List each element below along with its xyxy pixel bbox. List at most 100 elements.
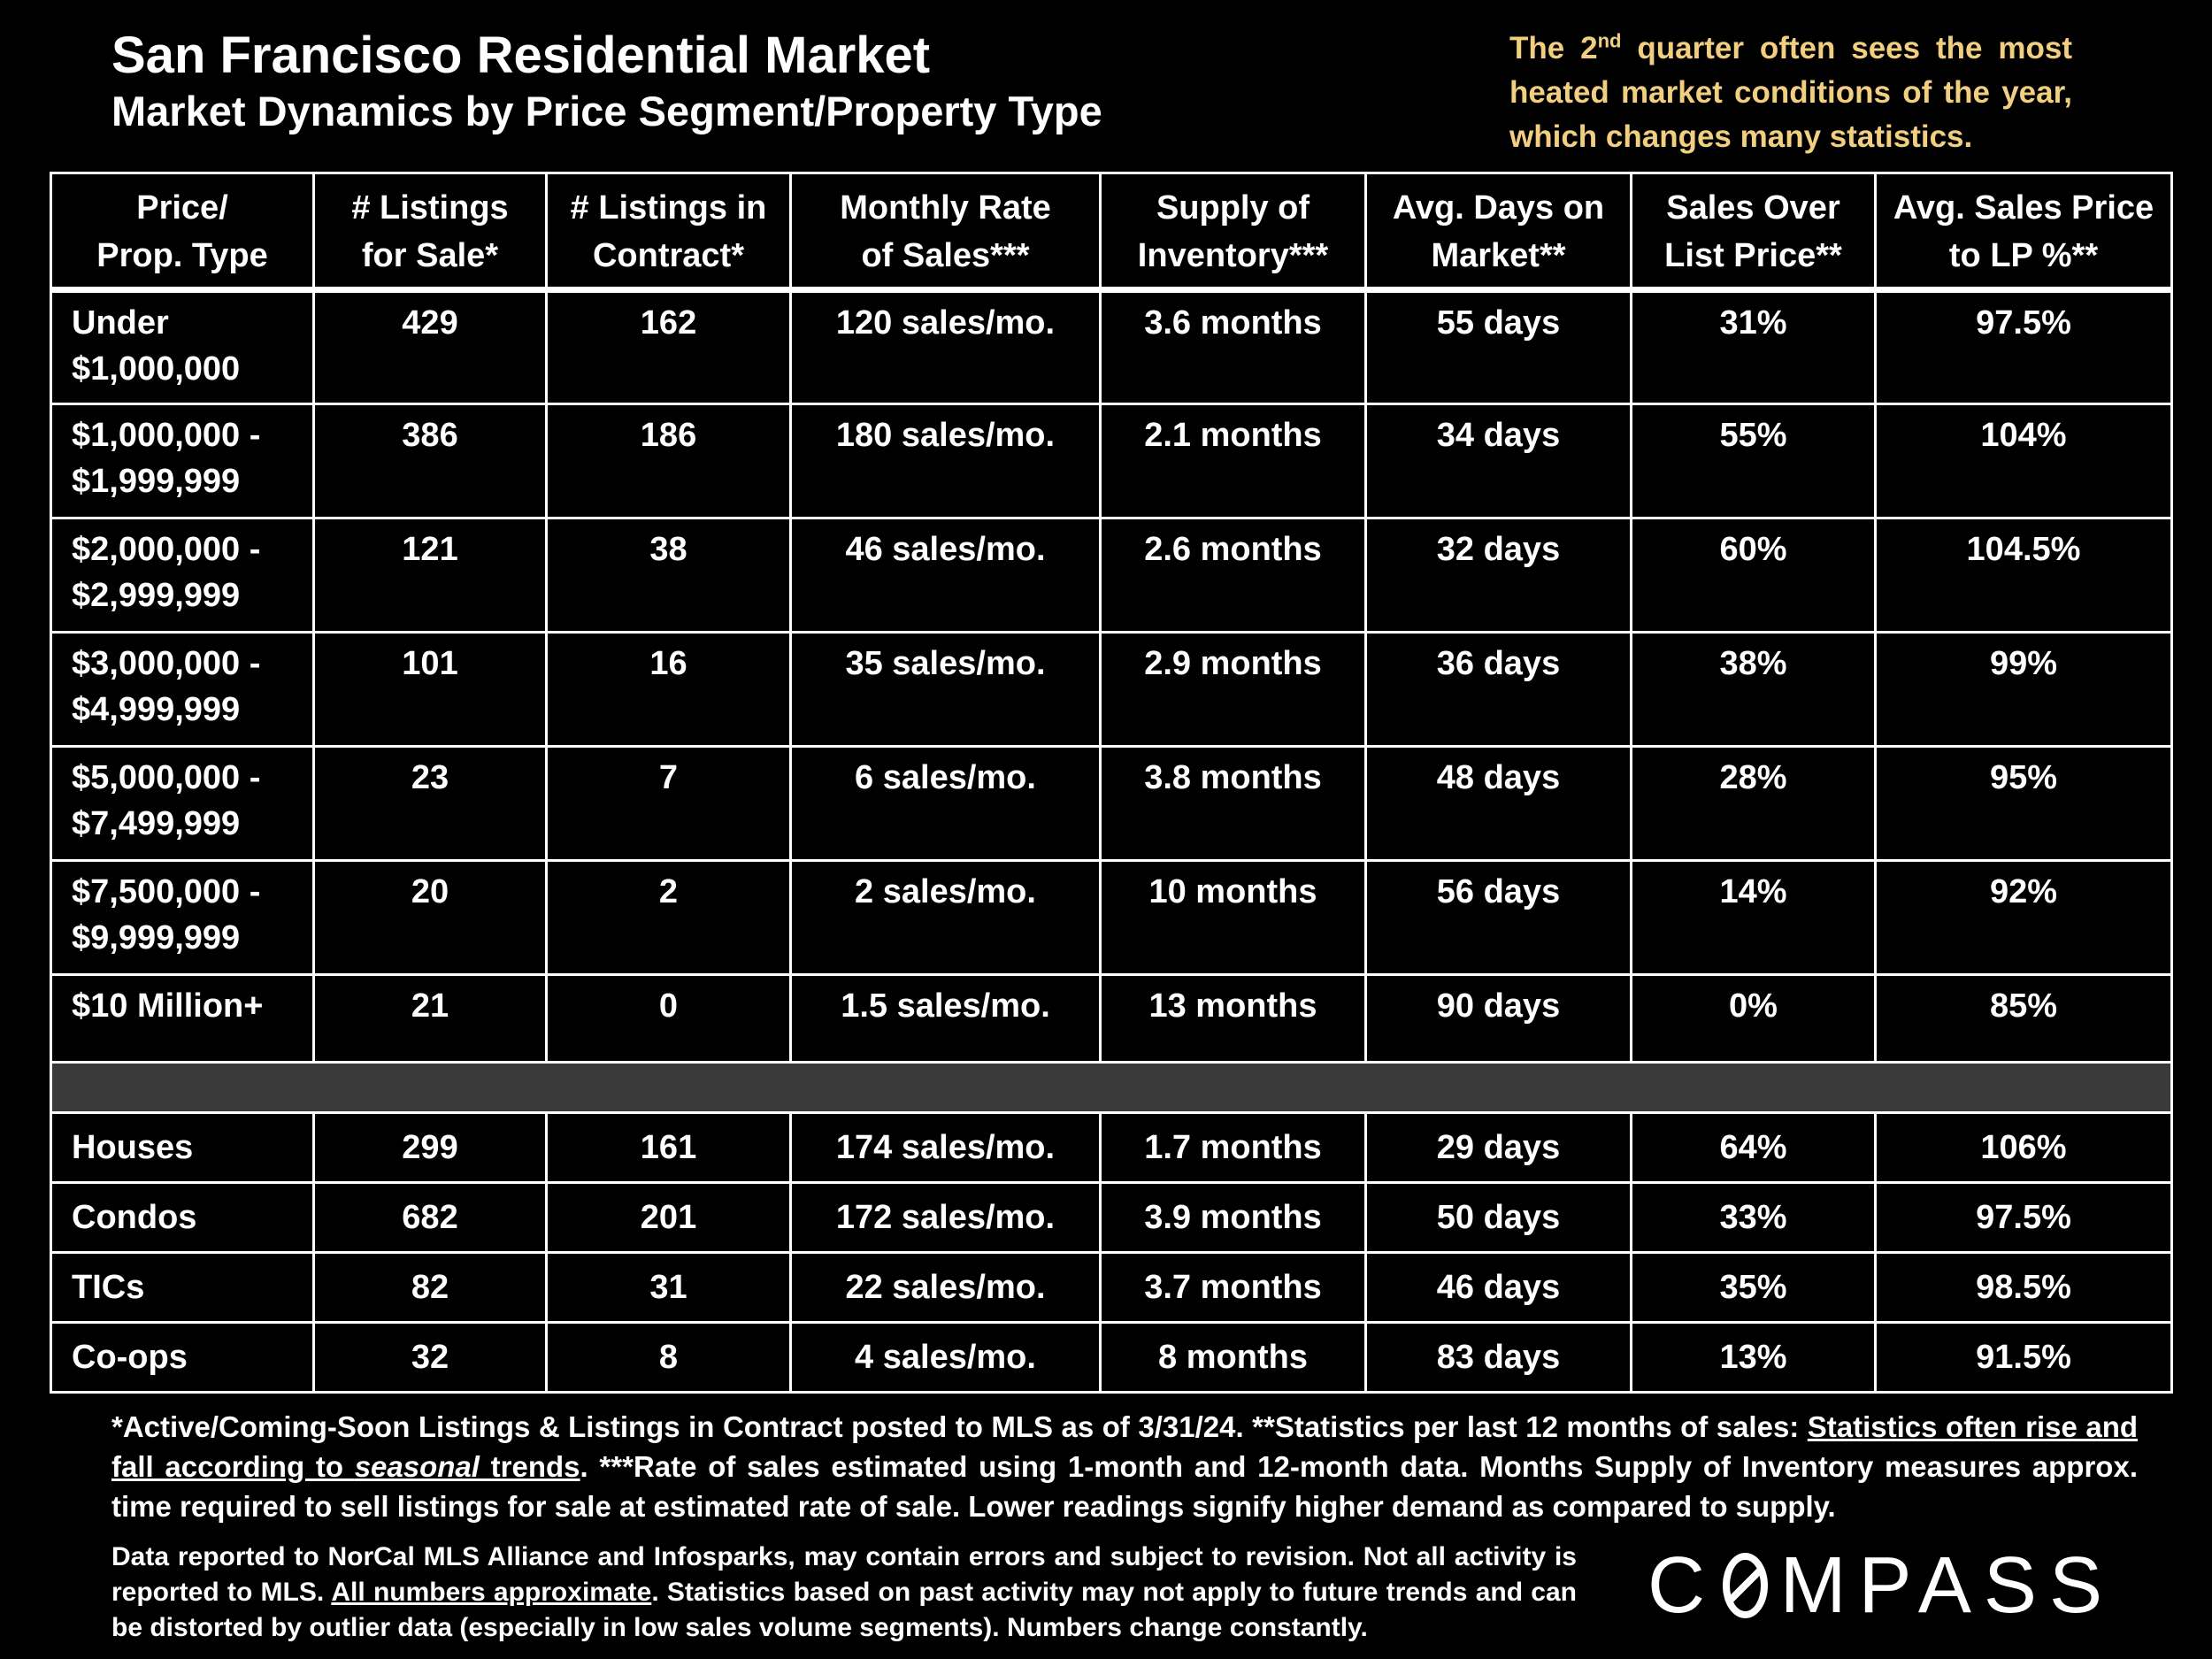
cell-supply: 2.9 months — [1099, 631, 1367, 748]
cell-listings: 82 — [312, 1251, 548, 1324]
price-segment-label: $10 Million+ — [50, 973, 315, 1064]
cell-rate: 120 sales/mo. — [789, 288, 1102, 405]
cell-sp-lp: 104.5% — [1874, 517, 2173, 634]
page-subtitle: Market Dynamics by Price Segment/Propert… — [111, 88, 1102, 134]
cell-rate: 172 sales/mo. — [789, 1181, 1102, 1254]
cell-contract: 186 — [545, 403, 792, 519]
cell-supply: 2.6 months — [1099, 517, 1367, 634]
cell-listings: 23 — [312, 745, 548, 862]
cell-supply: 3.7 months — [1099, 1251, 1367, 1324]
column-header: Supply of Inventory*** — [1099, 172, 1367, 293]
page-title: San Francisco Residential Market — [111, 27, 931, 84]
cell-over-list: 28% — [1630, 745, 1877, 862]
cell-rate: 1.5 sales/mo. — [789, 973, 1102, 1064]
cell-dom: 32 days — [1364, 517, 1632, 634]
table-row: $3,000,000 - $4,999,999 101 16 35 sales/mo. 2… — [50, 631, 2173, 748]
table-row: $2,000,000 - $2,999,999 121 38 46 sales/mo. 2… — [50, 517, 2173, 634]
cell-contract: 16 — [545, 631, 792, 748]
cell-listings: 32 — [312, 1321, 548, 1394]
cell-supply: 2.1 months — [1099, 403, 1367, 519]
table-row: TICs 82 31 22 sales/mo. 3.7 months 46 days 35%… — [50, 1251, 2173, 1324]
price-segment-label: $5,000,000 - $7,499,999 — [50, 745, 315, 862]
cell-listings: 299 — [312, 1111, 548, 1184]
column-header: # Listings in Contract* — [545, 172, 792, 293]
cell-supply: 10 months — [1099, 859, 1367, 976]
cell-listings: 429 — [312, 288, 548, 405]
cell-dom: 56 days — [1364, 859, 1632, 976]
cell-dom: 83 days — [1364, 1321, 1632, 1394]
market-dynamics-table: Price/Prop. Type # Listings for Sale* # Lis… — [50, 172, 2173, 1394]
cell-listings: 21 — [312, 973, 548, 1064]
cell-over-list: 35% — [1630, 1251, 1877, 1324]
cell-contract: 201 — [545, 1181, 792, 1254]
cell-supply: 13 months — [1099, 973, 1367, 1064]
table-header-row: Price/Prop. Type # Listings for Sale* # Lis… — [50, 172, 2173, 293]
cell-dom: 29 days — [1364, 1111, 1632, 1184]
table-row: $10 Million+ 21 0 1.5 sales/mo. 13 months 90 … — [50, 973, 2173, 1064]
cell-sp-lp: 104% — [1874, 403, 2173, 519]
table-row: Co-ops 32 8 4 sales/mo. 8 months 83 days 13% 91… — [50, 1321, 2173, 1394]
cell-rate: 6 sales/mo. — [789, 745, 1102, 862]
cell-over-list: 31% — [1630, 288, 1877, 405]
cell-contract: 2 — [545, 859, 792, 976]
cell-rate: 174 sales/mo. — [789, 1111, 1102, 1184]
property-type-label: Houses — [50, 1111, 315, 1184]
property-type-label: Condos — [50, 1181, 315, 1254]
cell-contract: 31 — [545, 1251, 792, 1324]
cell-dom: 50 days — [1364, 1181, 1632, 1254]
cell-contract: 162 — [545, 288, 792, 405]
cell-contract: 7 — [545, 745, 792, 862]
table-separator-row — [50, 1061, 2173, 1114]
cell-dom: 36 days — [1364, 631, 1632, 748]
cell-supply: 3.9 months — [1099, 1181, 1367, 1254]
cell-rate: 2 sales/mo. — [789, 859, 1102, 976]
cell-sp-lp: 97.5% — [1874, 1181, 2173, 1254]
cell-listings: 101 — [312, 631, 548, 748]
cell-sp-lp: 85% — [1874, 973, 2173, 1064]
cell-sp-lp: 99% — [1874, 631, 2173, 748]
cell-rate: 35 sales/mo. — [789, 631, 1102, 748]
cell-over-list: 64% — [1630, 1111, 1877, 1184]
property-type-label: Co-ops — [50, 1321, 315, 1394]
column-header: Sales Over List Price** — [1630, 172, 1877, 293]
table-row: Under $1,000,000 429 162 120 sales/mo. 3.6 mo… — [50, 288, 2173, 405]
cell-over-list: 55% — [1630, 403, 1877, 519]
table-row: $1,000,000 - $1,999,999 386 186 180 sales/mo… — [50, 403, 2173, 519]
cell-listings: 386 — [312, 403, 548, 519]
cell-rate: 4 sales/mo. — [789, 1321, 1102, 1394]
compass-logo: C MPASS — [1647, 1540, 2115, 1630]
column-header: # Listings for Sale* — [312, 172, 548, 293]
cell-sp-lp: 97.5% — [1874, 288, 2173, 405]
cell-over-list: 14% — [1630, 859, 1877, 976]
footnote: *Active/Coming-Soon Listings & Listings … — [111, 1410, 2139, 1523]
cell-supply: 8 months — [1099, 1321, 1367, 1394]
seasonal-note: The 2nd quarter often sees the most heat… — [1509, 29, 2072, 154]
cell-dom: 55 days — [1364, 288, 1632, 405]
cell-rate: 180 sales/mo. — [789, 403, 1102, 519]
disclaimer: Data reported to NorCal MLS Alliance and… — [111, 1542, 1577, 1642]
table-row: Houses 299 161 174 sales/mo. 1.7 months 29 da… — [50, 1111, 2173, 1184]
column-header: Monthly Rate of Sales*** — [789, 172, 1102, 293]
price-segment-label: $1,000,000 - $1,999,999 — [50, 403, 315, 519]
cell-rate: 22 sales/mo. — [789, 1251, 1102, 1324]
column-header: Avg. Sales Price to LP %** — [1874, 172, 2173, 293]
cell-contract: 161 — [545, 1111, 792, 1184]
cell-sp-lp: 91.5% — [1874, 1321, 2173, 1394]
price-segment-label: Under $1,000,000 — [50, 288, 315, 405]
cell-over-list: 60% — [1630, 517, 1877, 634]
table-row: Condos 682 201 172 sales/mo. 3.9 months 50 da… — [50, 1181, 2173, 1254]
column-header: Avg. Days on Market** — [1364, 172, 1632, 293]
cell-contract: 8 — [545, 1321, 792, 1394]
cell-rate: 46 sales/mo. — [789, 517, 1102, 634]
cell-sp-lp: 106% — [1874, 1111, 2173, 1184]
cell-listings: 20 — [312, 859, 548, 976]
compass-o-slash-icon — [1723, 1553, 1768, 1618]
price-segment-label: $7,500,000 - $9,999,999 — [50, 859, 315, 976]
cell-dom: 90 days — [1364, 973, 1632, 1064]
cell-over-list: 0% — [1630, 973, 1877, 1064]
cell-listings: 121 — [312, 517, 548, 634]
cell-over-list: 13% — [1630, 1321, 1877, 1394]
price-segment-label: $3,000,000 - $4,999,999 — [50, 631, 315, 748]
cell-dom: 34 days — [1364, 403, 1632, 519]
column-header: Price/Prop. Type — [50, 172, 315, 293]
